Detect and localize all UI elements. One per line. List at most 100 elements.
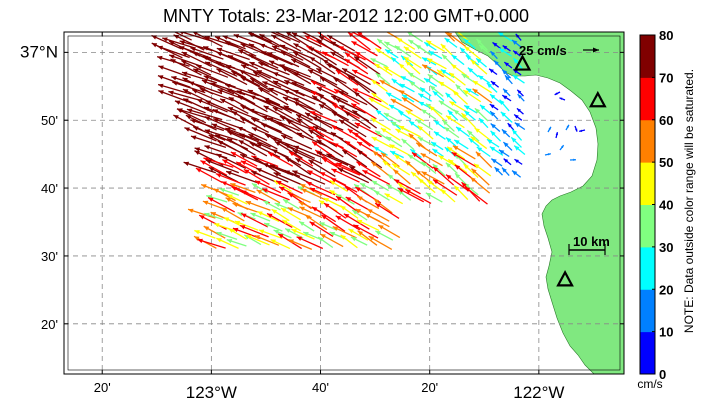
current-vector-head [219, 188, 226, 193]
current-vector [266, 51, 300, 68]
current-vector-head [335, 69, 342, 75]
current-vector-head [208, 197, 214, 202]
current-vector [190, 47, 224, 60]
current-vector [251, 126, 283, 141]
colorbar-segment [640, 331, 655, 375]
current-vector-head [282, 97, 289, 102]
current-vector [304, 112, 333, 129]
current-vector-head [241, 190, 247, 195]
current-vector-head [182, 77, 188, 83]
current-vector-head [357, 32, 363, 37]
current-vector-head [319, 172, 326, 177]
current-vector-head [197, 238, 203, 244]
current-vector-head [171, 76, 177, 81]
scale-bar: 10 km [568, 234, 610, 255]
current-vector-head [547, 153, 551, 156]
current-vector-head [399, 63, 405, 69]
current-vector [293, 101, 322, 120]
current-vector-head [573, 158, 576, 162]
current-vector-head [293, 145, 300, 150]
current-vector-head [296, 132, 303, 138]
current-vector [267, 117, 300, 132]
current-vector [269, 32, 291, 41]
current-vector-head [507, 123, 512, 128]
current-vector-head [177, 108, 183, 113]
current-vector-head [401, 97, 408, 103]
lon-tick-label: 20' [421, 380, 438, 395]
current-vector [291, 81, 324, 97]
current-vector-head [196, 99, 203, 104]
current-vector-head [403, 56, 410, 62]
current-vector-head [352, 210, 358, 215]
current-vector [241, 190, 270, 204]
current-vector-head [259, 34, 265, 39]
current-vector [295, 113, 327, 132]
current-vector-head [420, 87, 426, 93]
current-vector-head [278, 233, 284, 239]
current-vector-head [352, 110, 358, 115]
current-vector-head [349, 166, 355, 171]
current-vector-head [255, 180, 261, 185]
current-vector [216, 153, 247, 170]
current-vector-head [446, 32, 453, 38]
current-vector-head [248, 43, 255, 49]
current-vector-head [318, 36, 325, 41]
current-vector-head [351, 103, 357, 109]
current-vector-head [221, 181, 227, 186]
current-vector-head [463, 38, 470, 44]
current-vector [292, 170, 326, 185]
colorbar-tick-label: 30 [659, 240, 673, 255]
current-vector-head [354, 56, 360, 62]
current-vector-head [438, 100, 445, 106]
current-vector [331, 111, 359, 129]
current-vector-head [355, 187, 361, 192]
current-vector [301, 32, 323, 42]
current-vector-head [251, 171, 257, 176]
current-vector [309, 187, 338, 201]
current-vector-head [225, 197, 232, 202]
current-vector-head [501, 167, 507, 173]
current-vector [280, 50, 311, 68]
current-vector-head [339, 119, 345, 125]
current-vector-head [240, 154, 246, 159]
current-vector-head [494, 60, 499, 66]
current-vector-head [471, 168, 477, 174]
current-vector-head [322, 59, 329, 65]
current-vector-head [263, 105, 270, 111]
current-vector-head [276, 180, 282, 186]
current-vector-head [452, 90, 458, 96]
current-vector-head [390, 151, 396, 156]
current-vector-head [273, 172, 280, 177]
colorbar-tick-label: 10 [659, 325, 673, 340]
current-vector-head [338, 46, 345, 51]
colorbar-tick-label: 20 [659, 282, 673, 297]
current-vector [316, 151, 349, 166]
current-vector-head [438, 155, 444, 161]
current-vector-head [292, 170, 298, 175]
current-vector-head [251, 183, 258, 188]
current-vector [285, 32, 312, 49]
current-vector [219, 98, 249, 115]
current-vector-head [183, 161, 190, 166]
current-vector-head [151, 35, 157, 40]
colorbar-tick-label: 80 [659, 28, 673, 43]
current-vector-head [348, 228, 354, 234]
current-vector-head [256, 168, 262, 173]
current-vector-head [318, 237, 324, 242]
current-vector-head [461, 182, 467, 188]
current-vector-head [345, 197, 352, 202]
current-vector-head [208, 134, 215, 140]
current-vector-head [179, 46, 185, 51]
current-vector-head [158, 83, 164, 89]
current-vector-head [199, 88, 206, 93]
current-vector-head [514, 145, 520, 151]
current-vector-head [355, 51, 361, 57]
current-vector-head [516, 108, 522, 113]
current-vector-head [344, 52, 351, 58]
current-vector-head [411, 152, 418, 158]
current-vector [170, 58, 202, 76]
current-vector-head [183, 98, 189, 103]
current-vector-head [432, 90, 438, 96]
current-vector-head [262, 163, 269, 168]
current-vector-head [240, 160, 247, 166]
